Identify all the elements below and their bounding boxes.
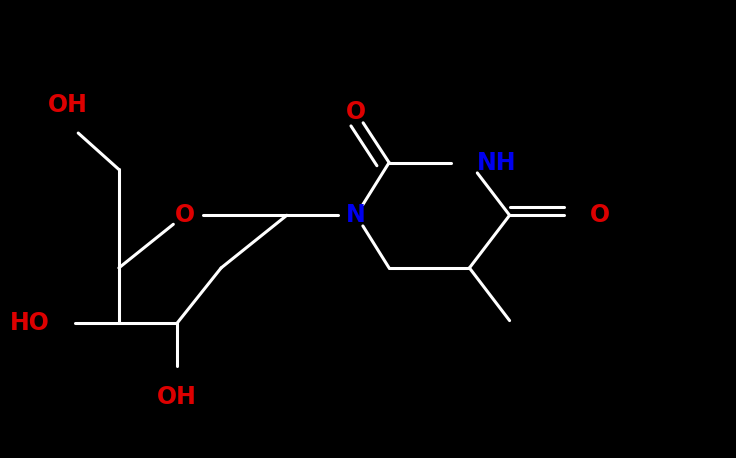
Text: O: O [590, 203, 610, 227]
Text: N: N [347, 203, 366, 227]
Text: HO: HO [10, 311, 49, 335]
Text: O: O [174, 203, 194, 227]
Text: NH: NH [477, 151, 516, 174]
Text: O: O [346, 100, 367, 124]
Text: OH: OH [48, 93, 88, 117]
Text: OH: OH [158, 385, 197, 409]
